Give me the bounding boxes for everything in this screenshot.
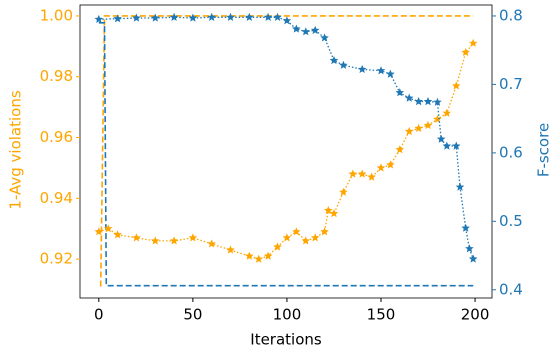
- star-marker: [113, 14, 122, 23]
- star-marker: [468, 38, 478, 47]
- y-axis-label: 1-Avg violations: [7, 90, 25, 209]
- star-marker: [367, 172, 376, 181]
- star-marker: [468, 254, 478, 263]
- star-marker: [94, 14, 104, 23]
- star-marker: [103, 224, 113, 233]
- star-marker: [310, 25, 320, 34]
- star-marker: [376, 66, 386, 75]
- x-axis-label: Iterations: [250, 331, 322, 349]
- star-marker: [207, 239, 216, 248]
- star-marker: [386, 69, 395, 78]
- series-line: [98, 16, 474, 260]
- star-marker: [395, 145, 405, 154]
- star-marker: [132, 13, 141, 22]
- star-marker: [395, 88, 405, 97]
- star-marker: [436, 134, 446, 143]
- star-marker: [226, 12, 235, 21]
- star-marker: [254, 254, 263, 263]
- star-marker: [329, 209, 339, 218]
- star-marker: [273, 12, 282, 21]
- y-tick-label: 1.00: [40, 6, 73, 24]
- y2-tick-label: 0.8: [499, 6, 523, 24]
- y2-tick-label: 0.6: [499, 143, 523, 161]
- y-tick-label: 0.98: [40, 67, 73, 85]
- star-marker: [329, 56, 339, 65]
- star-marker: [188, 233, 198, 242]
- star-marker: [452, 141, 461, 150]
- star-marker: [423, 97, 433, 106]
- series-line: [99, 15, 474, 287]
- y-tick-label: 0.92: [40, 250, 73, 268]
- star-marker: [414, 97, 423, 106]
- star-marker: [339, 60, 348, 69]
- star-marker: [433, 97, 442, 106]
- star-marker: [273, 242, 282, 251]
- star-marker: [207, 12, 216, 21]
- x-tick-label: 100: [273, 306, 302, 324]
- star-marker: [455, 182, 465, 191]
- star-marker: [292, 227, 301, 236]
- star-marker: [423, 120, 433, 129]
- star-marker: [386, 160, 395, 169]
- star-marker: [339, 187, 348, 196]
- star-marker: [151, 236, 160, 245]
- y2-tick-label: 0.5: [499, 212, 523, 230]
- star-marker: [320, 33, 329, 42]
- y-tick-label: 0.94: [40, 189, 73, 207]
- star-marker: [94, 227, 104, 236]
- y-tick-label: 0.96: [40, 128, 73, 146]
- star-marker: [461, 223, 470, 232]
- y2-tick-label: 0.7: [499, 75, 523, 93]
- star-marker: [461, 47, 470, 57]
- star-marker: [433, 114, 442, 123]
- star-marker: [292, 24, 301, 33]
- star-marker: [226, 245, 235, 254]
- star-marker: [151, 13, 160, 22]
- star-marker: [263, 251, 273, 260]
- star-marker: [357, 169, 367, 178]
- star-marker: [169, 12, 179, 21]
- star-marker: [376, 163, 386, 172]
- star-marker: [301, 236, 310, 245]
- star-marker: [263, 12, 273, 21]
- star-marker: [348, 169, 358, 178]
- series-line: [98, 22, 474, 287]
- star-marker: [188, 13, 198, 22]
- star-marker: [301, 27, 310, 36]
- y2-tick-label: 0.4: [499, 280, 523, 298]
- star-marker: [452, 81, 461, 90]
- star-marker: [442, 141, 452, 150]
- x-tick-label: 200: [461, 306, 490, 324]
- x-tick-label: 50: [183, 306, 202, 324]
- star-marker: [404, 93, 414, 102]
- star-marker: [282, 233, 292, 242]
- star-marker: [404, 126, 414, 136]
- star-marker: [245, 12, 254, 21]
- star-marker: [113, 230, 122, 239]
- star-marker: [320, 227, 329, 236]
- series-line: [98, 42, 474, 260]
- star-marker: [282, 16, 292, 25]
- plot-frame: [79, 4, 493, 299]
- x-tick-label: 0: [94, 306, 104, 324]
- star-marker: [442, 108, 452, 117]
- star-marker: [245, 251, 254, 260]
- star-marker: [132, 233, 141, 242]
- star-marker: [357, 64, 367, 73]
- star-marker: [169, 236, 179, 245]
- star-marker: [465, 244, 474, 253]
- star-marker: [414, 123, 423, 132]
- star-marker: [310, 233, 320, 242]
- y2-axis-label: F-score: [535, 123, 553, 177]
- x-tick-label: 150: [367, 306, 396, 324]
